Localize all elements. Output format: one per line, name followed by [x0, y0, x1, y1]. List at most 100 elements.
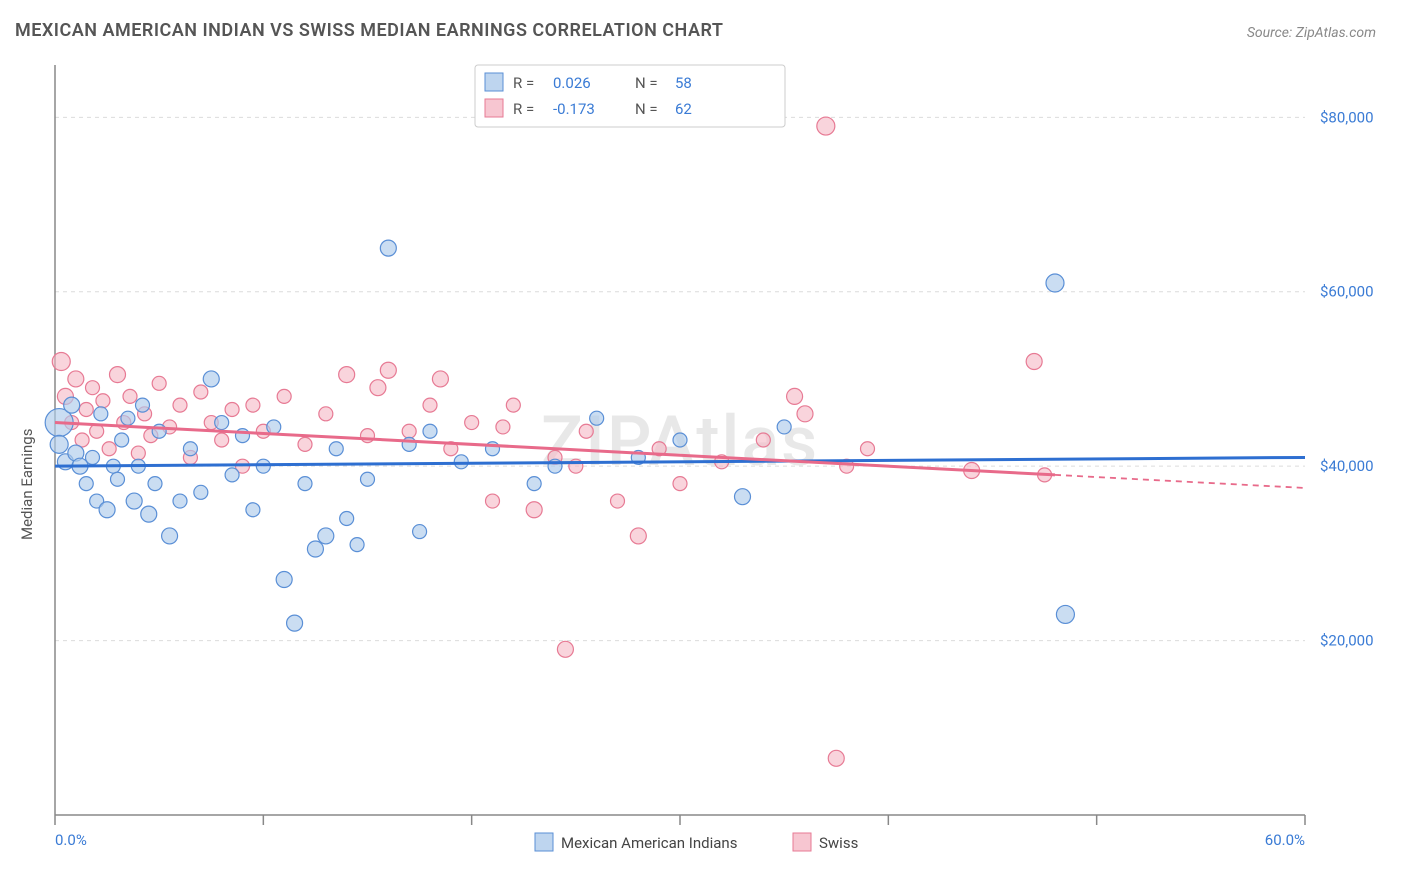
scatter-point	[340, 511, 354, 525]
scatter-point	[787, 388, 803, 404]
scatter-point	[121, 411, 135, 425]
legend-r-value: -0.173	[553, 100, 595, 118]
scatter-point	[413, 525, 427, 539]
scatter-point	[183, 442, 197, 456]
scatter-point	[64, 397, 80, 413]
scatter-point	[673, 433, 687, 447]
scatter-point	[86, 381, 100, 395]
scatter-point	[298, 437, 312, 451]
scatter-point	[162, 528, 178, 544]
scatter-point	[52, 353, 70, 371]
scatter-point	[380, 240, 396, 256]
scatter-point	[96, 394, 110, 408]
scatter-point	[246, 503, 260, 517]
scatter-point	[1056, 605, 1074, 623]
legend-n-label: N =	[635, 100, 658, 118]
scatter-point	[402, 424, 416, 438]
scatter-point	[152, 376, 166, 390]
scatter-point	[557, 641, 573, 657]
scatter-point	[432, 371, 448, 387]
scatter-point	[370, 380, 386, 396]
y-tick-label: $20,000	[1320, 632, 1374, 650]
scatter-point	[215, 416, 229, 430]
scatter-point	[99, 502, 115, 518]
scatter-point	[277, 389, 291, 403]
legend-r-value: 0.026	[553, 74, 591, 92]
scatter-point	[194, 485, 208, 499]
scatter-point	[79, 402, 93, 416]
scatter-point	[527, 477, 541, 491]
scatter-point	[68, 371, 84, 387]
scatter-point	[319, 407, 333, 421]
series-name: Swiss	[819, 834, 858, 852]
scatter-point	[203, 371, 219, 387]
scatter-point	[423, 424, 437, 438]
scatter-point	[148, 477, 162, 491]
scatter-point	[50, 435, 68, 453]
legend-swatch	[485, 99, 503, 117]
scatter-point	[506, 398, 520, 412]
scatter-point	[246, 398, 260, 412]
scatter-point	[173, 398, 187, 412]
scatter-point	[86, 450, 100, 464]
scatter-point	[828, 750, 844, 766]
scatter-point	[215, 433, 229, 447]
scatter-point	[298, 477, 312, 491]
scatter-point	[465, 416, 479, 430]
x-min-label: 0.0%	[55, 831, 87, 849]
scatter-point	[590, 411, 604, 425]
scatter-point	[194, 385, 208, 399]
x-max-label: 60.0%	[1265, 831, 1305, 849]
scatter-point	[276, 572, 292, 588]
scatter-point	[123, 389, 137, 403]
scatter-point	[611, 494, 625, 508]
y-tick-label: $40,000	[1320, 457, 1374, 475]
y-tick-label: $60,000	[1320, 283, 1374, 301]
scatter-point	[486, 494, 500, 508]
scatter-point	[496, 420, 510, 434]
chart-svg: $20,000$40,000$60,000$80,000ZIPAtlas0.0%…	[15, 55, 1391, 872]
scatter-point	[111, 472, 125, 486]
scatter-point	[287, 615, 303, 631]
legend-n-label: N =	[635, 74, 658, 92]
scatter-point	[225, 402, 239, 416]
scatter-point	[339, 367, 355, 383]
scatter-point	[267, 420, 281, 434]
scatter-point	[673, 477, 687, 491]
source-attribution: Source: ZipAtlas.com	[1247, 25, 1376, 41]
scatter-point	[126, 493, 142, 509]
scatter-point	[79, 477, 93, 491]
legend-n-value: 62	[675, 100, 692, 118]
scatter-point	[307, 541, 323, 557]
scatter-point	[797, 406, 813, 422]
scatter-point	[350, 538, 364, 552]
legend-r-label: R =	[513, 74, 534, 92]
scatter-point	[141, 506, 157, 522]
legend-n-value: 58	[675, 74, 692, 92]
scatter-point	[115, 433, 129, 447]
trend-line-extrapolated	[1055, 475, 1305, 488]
scatter-point	[329, 442, 343, 456]
scatter-point	[526, 502, 542, 518]
scatter-point	[630, 528, 646, 544]
scatter-point	[361, 472, 375, 486]
series-name: Mexican American Indians	[561, 834, 737, 852]
y-tick-label: $80,000	[1320, 108, 1374, 126]
scatter-point	[777, 420, 791, 434]
series-swatch	[793, 833, 811, 851]
chart-title: MEXICAN AMERICAN INDIAN VS SWISS MEDIAN …	[15, 20, 723, 41]
scatter-point	[756, 433, 770, 447]
scatter-point	[102, 442, 116, 456]
scatter-point	[110, 367, 126, 383]
scatter-point	[131, 446, 145, 460]
scatter-point	[380, 362, 396, 378]
scatter-point	[94, 407, 108, 421]
scatter-point	[1046, 274, 1064, 292]
series-swatch	[535, 833, 553, 851]
scatter-point	[735, 489, 751, 505]
scatter-point	[173, 494, 187, 508]
scatter-point	[225, 468, 239, 482]
legend-swatch	[485, 73, 503, 91]
scatter-point	[579, 424, 593, 438]
scatter-point	[318, 528, 334, 544]
